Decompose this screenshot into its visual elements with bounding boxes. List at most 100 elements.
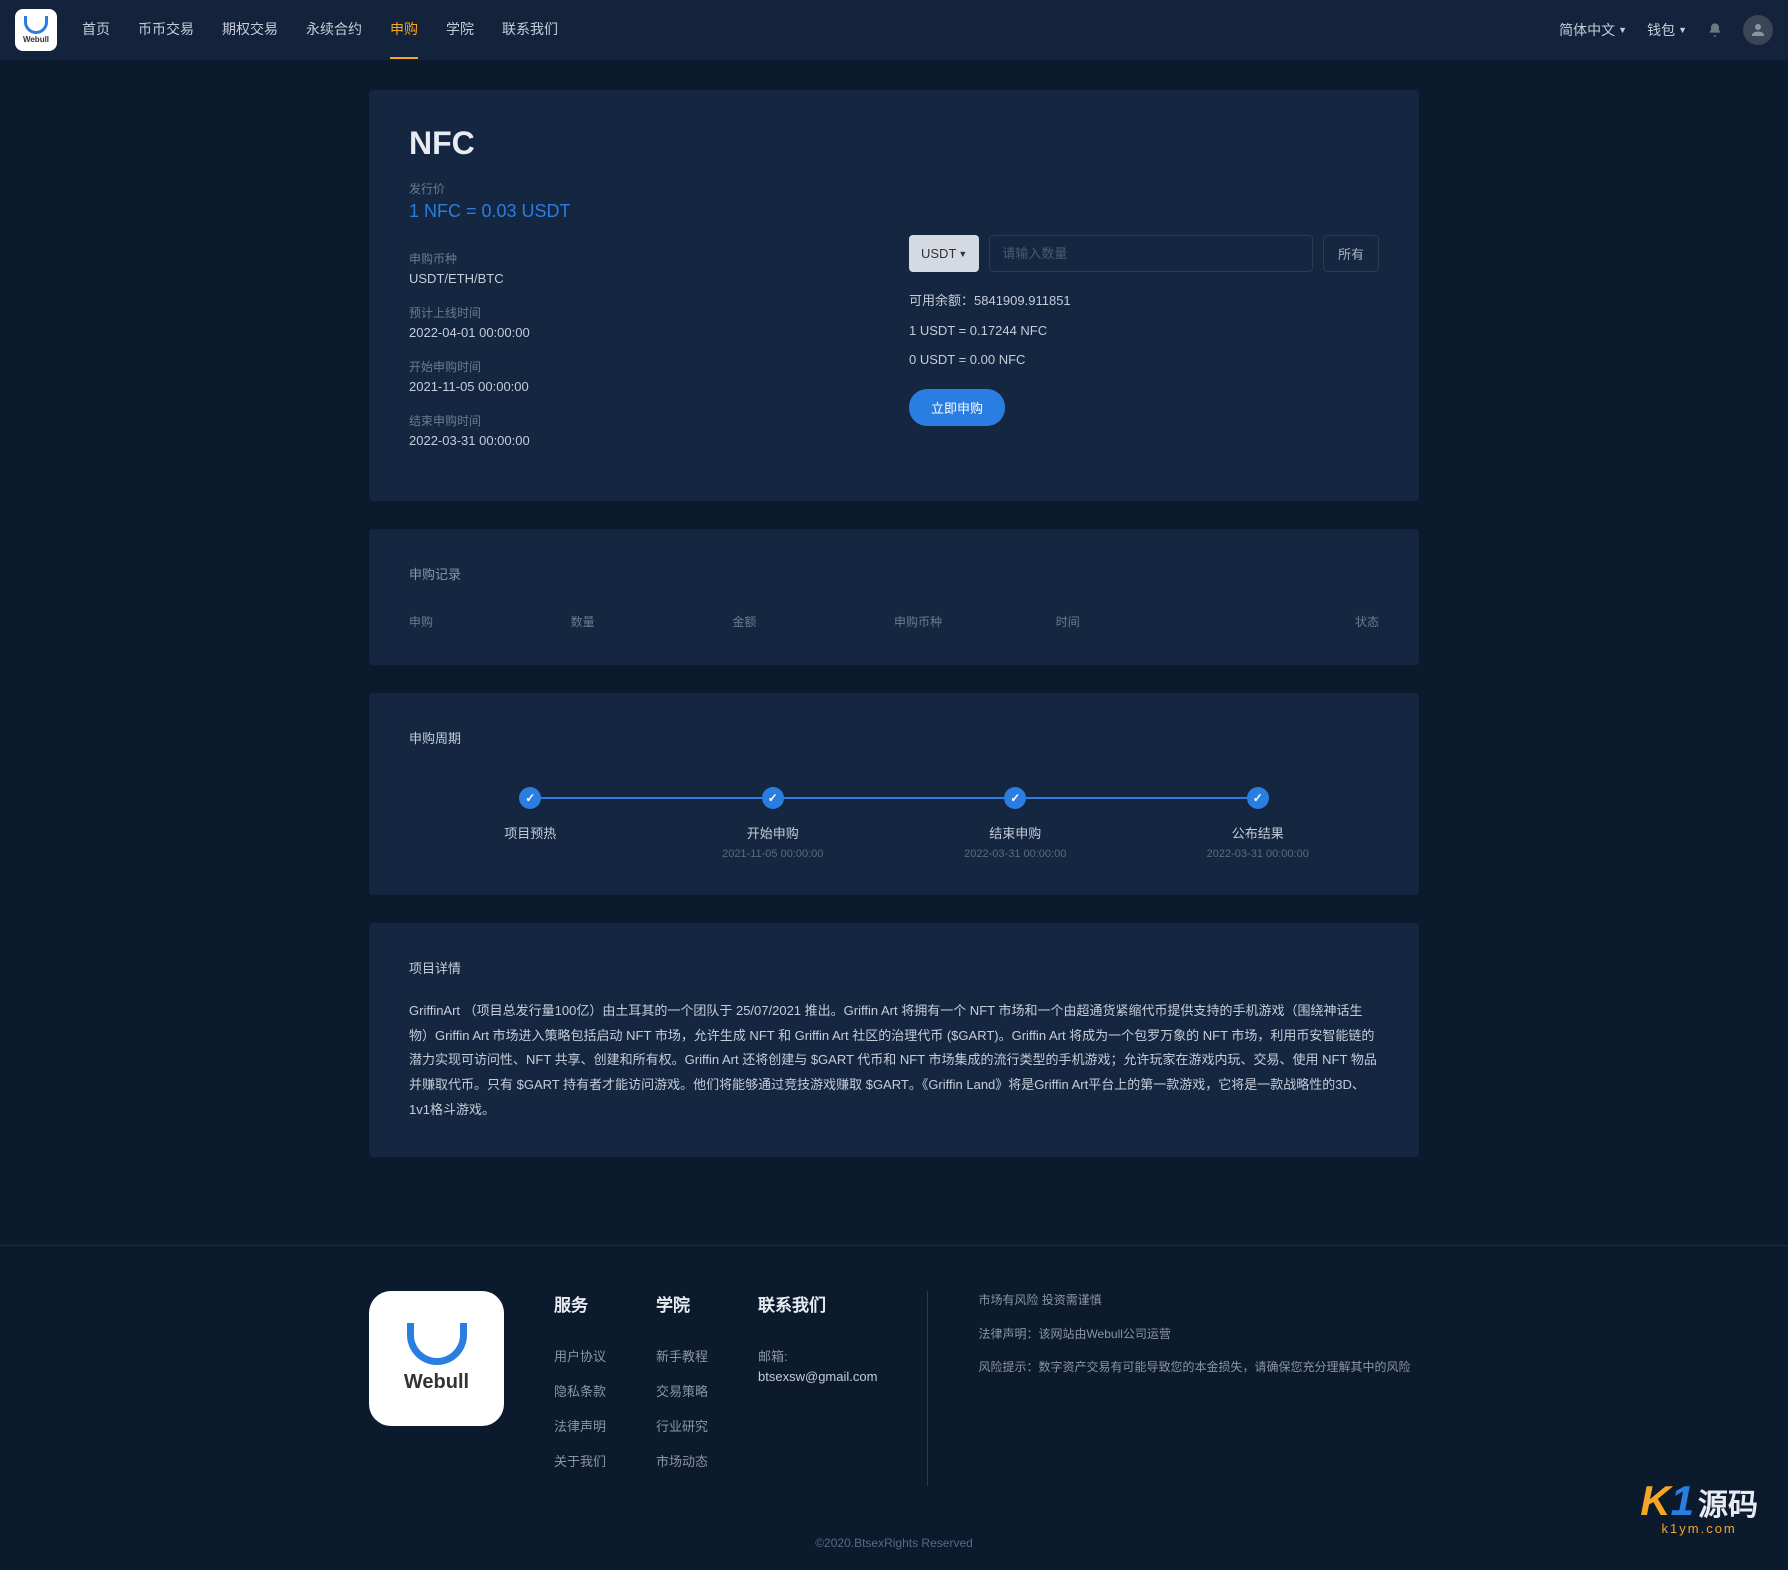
currency-label: 申购币种	[409, 250, 829, 267]
submit-button[interactable]: 立即申购	[909, 389, 1005, 426]
start-label: 开始申购时间	[409, 358, 829, 375]
bell-icon[interactable]	[1707, 22, 1723, 38]
language-label: 简体中文	[1559, 20, 1615, 40]
copyright: ©2020.BtsexRights Reserved	[0, 1496, 1788, 1570]
cycle-panel: 申购周期 ✓ 项目预热 ✓ 开始申购 2021-11-05 00:00:00 ✓…	[369, 693, 1419, 895]
chevron-down-icon: ▼	[1678, 25, 1687, 35]
step-dot-icon: ✓	[519, 787, 541, 809]
logo[interactable]: Webull	[15, 9, 57, 51]
col-subscribe: 申购	[409, 613, 571, 630]
col-status: 状态	[1217, 613, 1379, 630]
disclaimer-line: 法律声明：该网站由Webull公司运营	[978, 1325, 1419, 1344]
watermark: K1 源码 k1ym.com	[1640, 1477, 1758, 1536]
watermark-url: k1ym.com	[1662, 1521, 1737, 1536]
step-label: 结束申购	[989, 823, 1041, 842]
chevron-down-icon: ▼	[958, 249, 967, 259]
start-value: 2021-11-05 00:00:00	[409, 379, 829, 394]
step-dot-icon: ✓	[762, 787, 784, 809]
wallet-label: 钱包	[1647, 20, 1675, 40]
offering-symbol: NFC	[409, 125, 829, 162]
footer-link[interactable]: 隐私条款	[554, 1381, 606, 1400]
currency-select-value: USDT	[921, 246, 956, 261]
footer-logo-text: Webull	[404, 1371, 469, 1394]
footer-email-label: 邮箱:	[758, 1346, 877, 1365]
detail-title: 项目详情	[409, 958, 1379, 977]
language-selector[interactable]: 简体中文 ▼	[1559, 20, 1627, 40]
nav-contact[interactable]: 联系我们	[502, 1, 558, 59]
end-label: 结束申购时间	[409, 412, 829, 429]
end-value: 2022-03-31 00:00:00	[409, 433, 829, 448]
footer-link[interactable]: 市场动态	[656, 1451, 708, 1470]
top-navigation: Webull 首页 币币交易 期权交易 永续合约 申购 学院 联系我们 简体中文…	[0, 0, 1788, 60]
nav-spot[interactable]: 币币交易	[138, 1, 194, 59]
cycle-title: 申购周期	[409, 728, 1379, 747]
col-time: 时间	[1056, 613, 1218, 630]
currency-select[interactable]: USDT ▼	[909, 235, 979, 272]
footer-link[interactable]: 法律声明	[554, 1416, 606, 1435]
listing-value: 2022-04-01 00:00:00	[409, 325, 829, 340]
step-label: 项目预热	[504, 823, 556, 842]
nav-options[interactable]: 期权交易	[222, 1, 278, 59]
timeline-step-1: ✓ 项目预热	[409, 787, 652, 860]
disclaimer-line: 风险提示：数字资产交易有可能导致您的本金损失，请确保您充分理解其中的风险	[978, 1358, 1419, 1377]
step-label: 公布结果	[1232, 823, 1284, 842]
price-text: 1 NFC = 0.03 USDT	[409, 201, 829, 222]
detail-panel: 项目详情 GriffinArt （项目总发行量100亿）由土耳其的一个团队于 2…	[369, 923, 1419, 1157]
footer-link[interactable]: 行业研究	[656, 1416, 708, 1435]
webull-logo-icon	[407, 1323, 467, 1365]
step-date: 2022-03-31 00:00:00	[964, 848, 1066, 860]
balance-label: 可用余额：	[909, 293, 974, 308]
main-container: NFC 发行价 1 NFC = 0.03 USDT 申购币种 USDT/ETH/…	[369, 60, 1419, 1245]
footer-link[interactable]: 新手教程	[656, 1346, 708, 1365]
nav-subscribe[interactable]: 申购	[390, 1, 418, 59]
listing-label: 预计上线时间	[409, 304, 829, 321]
balance-value: 5841909.911851	[974, 293, 1071, 308]
logo-text: Webull	[23, 35, 49, 44]
footer-col-title: 学院	[656, 1291, 708, 1316]
balance-line: 可用余额：5841909.911851	[909, 290, 1379, 309]
footer-logo: Webull	[369, 1291, 504, 1426]
step-date: 2022-03-31 00:00:00	[1207, 848, 1309, 860]
wallet-menu[interactable]: 钱包 ▼	[1647, 20, 1687, 40]
all-button[interactable]: 所有	[1323, 235, 1379, 272]
step-dot-icon: ✓	[1004, 787, 1026, 809]
offering-panel: NFC 发行价 1 NFC = 0.03 USDT 申购币种 USDT/ETH/…	[369, 90, 1419, 501]
timeline: ✓ 项目预热 ✓ 开始申购 2021-11-05 00:00:00 ✓ 结束申购…	[409, 787, 1379, 860]
nav-items: 首页 币币交易 期权交易 永续合约 申购 学院 联系我们	[82, 1, 1559, 59]
quantity-input[interactable]	[989, 235, 1313, 272]
step-label: 开始申购	[747, 823, 799, 842]
col-currency: 申购币种	[894, 613, 1056, 630]
footer-disclaimer: 市场有风险 投资需谨慎 法律声明：该网站由Webull公司运营 风险提示：数字资…	[978, 1291, 1419, 1486]
footer-col-title: 服务	[554, 1291, 606, 1316]
watermark-text: 源码	[1698, 1480, 1758, 1524]
step-date: 2021-11-05 00:00:00	[722, 848, 823, 860]
user-icon	[1749, 21, 1767, 39]
col-amount: 金额	[732, 613, 894, 630]
footer-col-contact: 联系我们 邮箱: btsexsw@gmail.com	[758, 1291, 877, 1486]
footer-link[interactable]: 用户协议	[554, 1346, 606, 1365]
footer: Webull 服务 用户协议 隐私条款 法律声明 关于我们 学院 新手教程 交易…	[369, 1246, 1419, 1496]
footer-col-service: 服务 用户协议 隐私条款 法律声明 关于我们	[554, 1291, 606, 1486]
records-title: 申购记录	[409, 564, 1379, 583]
nav-academy[interactable]: 学院	[446, 1, 474, 59]
nav-right: 简体中文 ▼ 钱包 ▼	[1559, 15, 1773, 45]
chevron-down-icon: ▼	[1618, 25, 1627, 35]
footer-link[interactable]: 交易策略	[656, 1381, 708, 1400]
records-header: 申购 数量 金额 申购币种 时间 状态	[409, 613, 1379, 630]
currency-value: USDT/ETH/BTC	[409, 271, 829, 286]
footer-col-title: 联系我们	[758, 1291, 877, 1316]
rate-2: 0 USDT = 0.00 NFC	[909, 352, 1379, 367]
rate-1: 1 USDT = 0.17244 NFC	[909, 323, 1379, 338]
nav-home[interactable]: 首页	[82, 1, 110, 59]
nav-perpetual[interactable]: 永续合约	[306, 1, 362, 59]
step-dot-icon: ✓	[1247, 787, 1269, 809]
avatar[interactable]	[1743, 15, 1773, 45]
price-label: 发行价	[409, 180, 829, 197]
webull-logo-icon	[24, 16, 48, 34]
footer-link[interactable]: 关于我们	[554, 1451, 606, 1470]
records-panel: 申购记录 申购 数量 金额 申购币种 时间 状态	[369, 529, 1419, 665]
disclaimer-line: 市场有风险 投资需谨慎	[978, 1291, 1419, 1310]
footer-col-academy: 学院 新手教程 交易策略 行业研究 市场动态	[656, 1291, 708, 1486]
detail-text: GriffinArt （项目总发行量100亿）由土耳其的一个团队于 25/07/…	[409, 999, 1379, 1122]
footer-email[interactable]: btsexsw@gmail.com	[758, 1369, 877, 1384]
